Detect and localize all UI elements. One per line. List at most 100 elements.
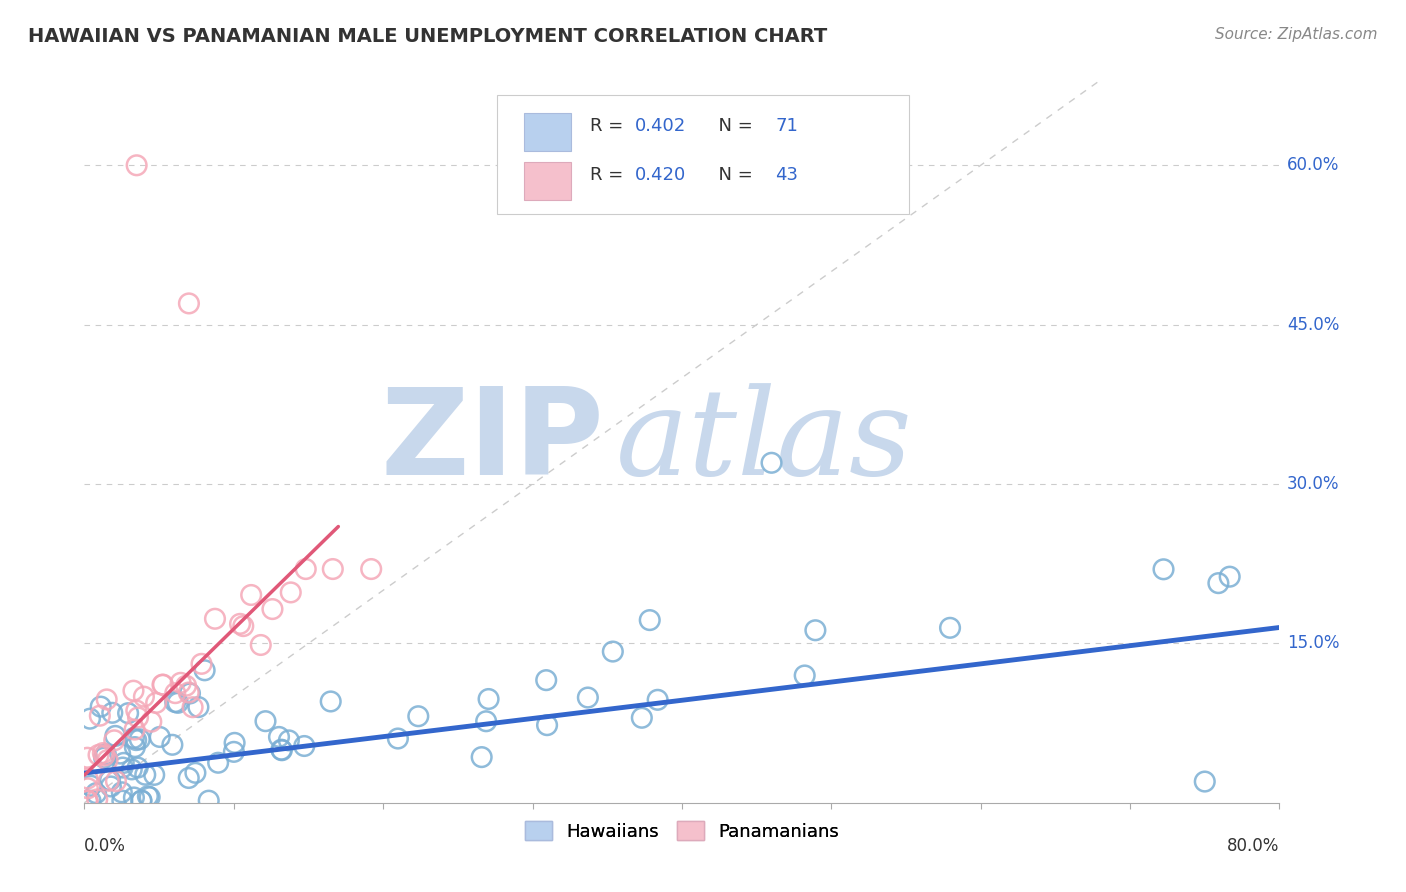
Text: ZIP: ZIP bbox=[381, 383, 605, 500]
Point bbox=[122, 731, 145, 745]
Point bbox=[184, 765, 207, 780]
Point bbox=[97, 773, 120, 788]
Point bbox=[125, 158, 148, 172]
Point bbox=[360, 562, 382, 576]
Point bbox=[177, 685, 200, 699]
Point bbox=[122, 683, 145, 698]
Point bbox=[190, 657, 212, 671]
Point bbox=[169, 675, 191, 690]
Point bbox=[84, 786, 107, 800]
Text: 0.402: 0.402 bbox=[636, 117, 686, 135]
Point bbox=[267, 730, 290, 744]
Point bbox=[602, 644, 624, 658]
Point bbox=[254, 714, 277, 728]
Point bbox=[475, 714, 498, 729]
Point bbox=[124, 723, 146, 737]
Point bbox=[471, 750, 494, 764]
Point bbox=[117, 706, 139, 721]
Point bbox=[93, 750, 115, 764]
Point bbox=[194, 663, 217, 677]
Text: 0.0%: 0.0% bbox=[84, 837, 127, 855]
Point bbox=[111, 794, 134, 808]
Point bbox=[292, 739, 315, 753]
Point bbox=[77, 781, 100, 796]
Point bbox=[94, 747, 117, 762]
Point bbox=[939, 621, 962, 635]
Point bbox=[1219, 569, 1241, 583]
Text: 71: 71 bbox=[775, 117, 799, 135]
Point bbox=[90, 699, 112, 714]
Text: R =: R = bbox=[591, 166, 628, 185]
Point bbox=[1153, 562, 1175, 576]
Point bbox=[149, 730, 172, 744]
Point bbox=[98, 773, 121, 788]
Point bbox=[647, 693, 669, 707]
Point bbox=[129, 794, 152, 808]
Point bbox=[277, 733, 299, 747]
Point bbox=[101, 706, 124, 720]
Point bbox=[232, 619, 254, 633]
Point bbox=[152, 678, 174, 692]
Text: 15.0%: 15.0% bbox=[1286, 634, 1340, 652]
Point bbox=[112, 756, 135, 770]
FancyBboxPatch shape bbox=[524, 113, 571, 151]
Point bbox=[229, 616, 252, 631]
Point bbox=[125, 704, 148, 718]
Point bbox=[477, 692, 499, 706]
Point bbox=[165, 695, 187, 709]
Point bbox=[96, 692, 118, 706]
Point bbox=[76, 794, 98, 808]
Point bbox=[224, 736, 246, 750]
Point bbox=[76, 794, 98, 808]
Point bbox=[127, 710, 149, 724]
Point bbox=[104, 729, 127, 743]
Point bbox=[387, 731, 409, 746]
Point bbox=[174, 679, 197, 693]
Point bbox=[761, 456, 783, 470]
Point bbox=[197, 794, 219, 808]
Point bbox=[76, 794, 98, 808]
Point bbox=[319, 694, 342, 708]
Point bbox=[408, 709, 430, 723]
Point bbox=[143, 768, 166, 782]
Point bbox=[240, 588, 263, 602]
Point bbox=[793, 668, 815, 682]
Point bbox=[249, 638, 271, 652]
Point bbox=[138, 790, 160, 805]
Point bbox=[638, 613, 661, 627]
Point bbox=[145, 696, 167, 710]
Point bbox=[262, 602, 284, 616]
Point bbox=[87, 747, 110, 762]
Point bbox=[131, 794, 153, 808]
Point bbox=[121, 763, 143, 777]
Point bbox=[104, 774, 127, 789]
Legend: Hawaiians, Panamanians: Hawaiians, Panamanians bbox=[517, 814, 846, 848]
Point bbox=[108, 747, 131, 761]
Point bbox=[204, 612, 226, 626]
Point bbox=[124, 740, 146, 755]
Point bbox=[187, 700, 209, 714]
Point bbox=[270, 742, 292, 756]
Point bbox=[91, 746, 114, 760]
Point bbox=[96, 753, 118, 767]
Point bbox=[166, 696, 188, 710]
Point bbox=[1194, 774, 1216, 789]
FancyBboxPatch shape bbox=[524, 162, 571, 200]
Point bbox=[322, 562, 344, 576]
Point bbox=[122, 790, 145, 805]
Point bbox=[280, 585, 302, 599]
Text: 30.0%: 30.0% bbox=[1286, 475, 1340, 493]
Text: HAWAIIAN VS PANAMANIAN MALE UNEMPLOYMENT CORRELATION CHART: HAWAIIAN VS PANAMANIAN MALE UNEMPLOYMENT… bbox=[28, 27, 827, 45]
Point bbox=[100, 780, 122, 794]
Point bbox=[79, 794, 101, 808]
Point bbox=[111, 785, 134, 799]
Point bbox=[177, 296, 200, 310]
Text: N =: N = bbox=[707, 166, 758, 185]
Text: Source: ZipAtlas.com: Source: ZipAtlas.com bbox=[1215, 27, 1378, 42]
Text: 0.420: 0.420 bbox=[636, 166, 686, 185]
Point bbox=[152, 678, 174, 692]
Point bbox=[270, 743, 292, 757]
Text: N =: N = bbox=[707, 117, 758, 135]
Text: 45.0%: 45.0% bbox=[1286, 316, 1340, 334]
FancyBboxPatch shape bbox=[496, 95, 910, 214]
